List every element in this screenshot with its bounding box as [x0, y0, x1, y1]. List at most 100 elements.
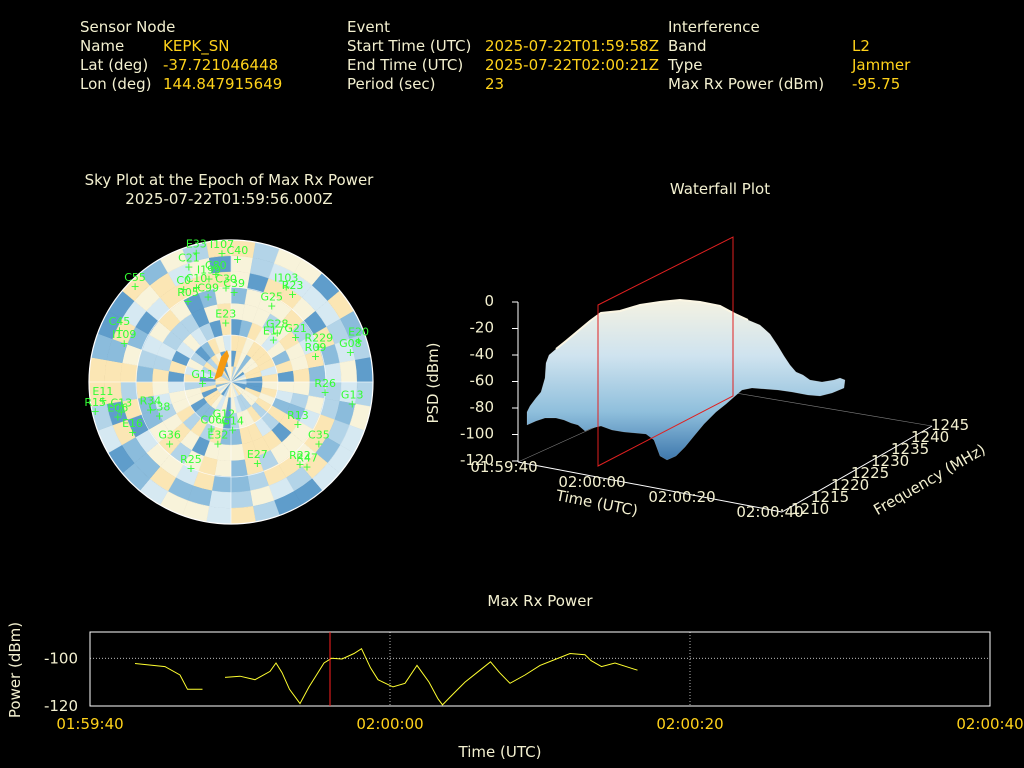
sensor-node-title: Sensor Node	[80, 18, 176, 36]
start-time-value: 2025-07-22T01:59:58Z	[485, 37, 659, 55]
satellite-label: G11	[191, 368, 214, 381]
psd-tick-label: -100	[460, 425, 494, 443]
satellite-plus: +	[282, 280, 291, 293]
satellite-marker: +C45	[109, 315, 131, 337]
satellite-marker: +R22	[289, 449, 311, 471]
surface-crest	[555, 298, 749, 350]
satellite-marker: +R34	[140, 395, 162, 417]
max-rx-power-chart-title: Max Rx Power	[487, 592, 593, 610]
satellite-label: C45	[109, 315, 131, 328]
max-rx-power-label: Max Rx Power (dBm)	[668, 75, 825, 93]
frequency-tick-label: 1235	[891, 440, 929, 458]
satellite-label: R13	[287, 409, 309, 422]
chart-frame	[89, 631, 991, 707]
satellite-marker: +E32	[207, 429, 228, 451]
satellite-marker: +C10	[186, 272, 208, 294]
satellite-plus: +	[98, 394, 107, 407]
satellite-label: G36	[158, 428, 181, 441]
satellite-plus: +	[217, 247, 226, 260]
satellite-marker: +C30	[215, 272, 237, 294]
satellite-marker: +G13	[341, 388, 364, 410]
satellite-marker: +C99	[197, 282, 219, 304]
frequency-tick-label: 1230	[871, 452, 909, 470]
satellite-plus: +	[311, 350, 320, 363]
satellite-label: R229	[304, 332, 333, 345]
satellite-plus: +	[115, 324, 124, 337]
time-tick-label: 02:00:20	[648, 488, 715, 506]
satellite-plus: +	[291, 331, 300, 344]
satellite-marker: +E16	[122, 417, 143, 439]
event-title: Event	[347, 18, 390, 36]
satellite-plus: +	[269, 334, 278, 347]
satellite-marker: +G21	[284, 322, 307, 344]
satellite-marker: +G08	[339, 337, 362, 359]
power-line-segment	[134, 663, 203, 690]
frequency-tick-label: 1215	[811, 488, 849, 506]
satellite-marker: +R229	[304, 332, 333, 354]
satellite-marker: +R15	[84, 396, 106, 418]
chart-x-tick-label: 01:59:40	[56, 715, 123, 733]
satellite-marker: +R13	[287, 409, 309, 431]
time-tick-labels: 01:59:40 02:00:00 02:00:20 02:00:40	[470, 458, 803, 521]
satellite-plus: +	[211, 268, 220, 281]
satellite-marker: +R09	[305, 341, 327, 363]
satellite-label: C55	[124, 271, 146, 284]
satellite-plus: +	[302, 460, 311, 473]
sky-plot-grid	[88, 239, 374, 525]
jammer-direction-marker	[214, 350, 229, 380]
satellite-plus: +	[314, 341, 323, 354]
satellite-plus: +	[198, 377, 207, 390]
satellite-label: C80	[205, 259, 227, 272]
satellite-label: E27	[247, 448, 268, 461]
satellite-marker: +E11	[92, 385, 113, 407]
satellite-marker: +G25	[260, 290, 283, 312]
satellite-marker: +C21	[178, 251, 200, 273]
waterfall-surface	[526, 298, 846, 461]
satellite-label: R09	[305, 341, 327, 354]
satellite-plus: +	[128, 426, 137, 439]
satellite-plus: +	[346, 346, 355, 359]
period-label: Period (sec)	[347, 75, 436, 93]
band-value: L2	[852, 37, 870, 55]
satellite-marker: +R47	[296, 451, 318, 473]
satellite-label: C40	[227, 244, 249, 257]
satellite-marker: +C06	[200, 413, 222, 435]
satellite-label: C35	[308, 429, 330, 442]
satellite-marker: +G14	[221, 414, 244, 436]
satellite-plus: +	[267, 299, 276, 312]
satellite-marker: +G28	[266, 317, 289, 339]
satellite-marker: +C35	[308, 429, 330, 451]
frequency-axis	[781, 425, 933, 513]
satellite-marker: +G36	[158, 428, 181, 450]
end-time-label: End Time (UTC)	[347, 56, 464, 74]
satellite-markers: +E33+I107+C40+C21+C55+C0+C10+I199+C80+C3…	[84, 237, 369, 474]
satellite-plus: +	[273, 326, 282, 339]
satellite-marker: +C39	[223, 277, 245, 299]
frequency-tick-label: 1225	[851, 464, 889, 482]
satellite-marker: +E06	[107, 402, 128, 424]
satellite-plus: +	[207, 422, 216, 435]
satellite-label: G28	[266, 317, 289, 330]
end-time-value: 2025-07-22T02:00:21Z	[485, 56, 659, 74]
chart-y-tick-label: -100	[44, 649, 78, 667]
satellite-plus: +	[314, 438, 323, 451]
satellite-marker: +C40	[227, 244, 249, 266]
satellite-marker: +C38	[149, 400, 171, 422]
satellite-plus: +	[91, 405, 100, 418]
satellite-label: G14	[221, 414, 244, 427]
satellite-plus: +	[295, 458, 304, 471]
satellite-plus: +	[130, 280, 139, 293]
satellite-label: R26	[314, 377, 336, 390]
satellite-plus: +	[179, 283, 188, 296]
satellite-label: C38	[149, 400, 171, 413]
lon-value: 144.847915649	[163, 75, 283, 93]
satellite-plus: +	[184, 260, 193, 273]
psd-tick-label: 0	[484, 292, 494, 310]
satellite-plus: +	[117, 405, 126, 418]
satellite-plus: +	[253, 457, 262, 470]
satellite-plus: +	[228, 423, 237, 436]
time-axis	[517, 461, 783, 513]
satellite-marker: +R25	[180, 453, 202, 475]
satellite-plus: +	[213, 438, 222, 451]
